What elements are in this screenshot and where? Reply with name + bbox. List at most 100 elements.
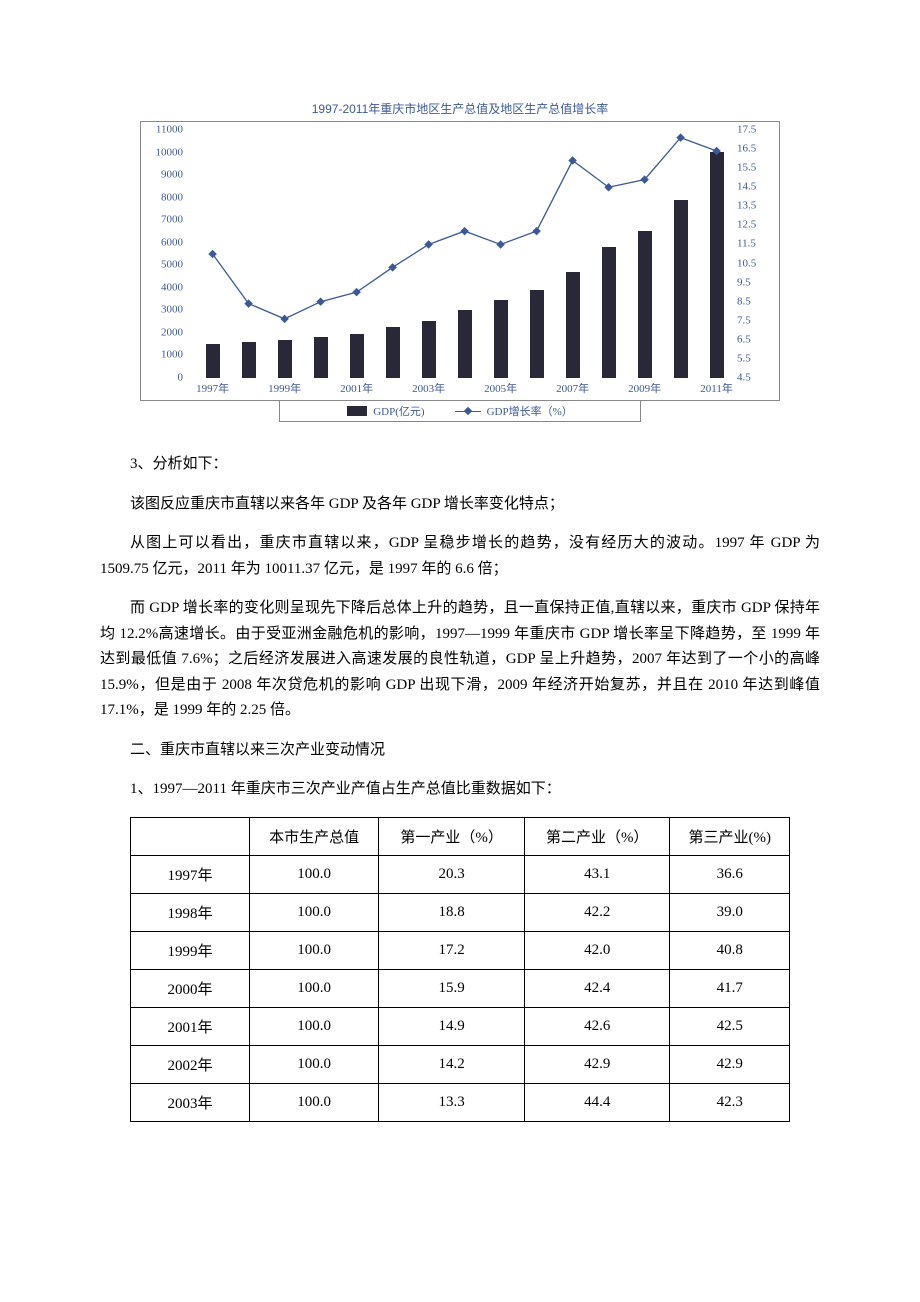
paragraph-3: 3、分析如下：	[100, 452, 820, 478]
table-row: 1997年100.020.343.136.6	[131, 855, 790, 893]
line-swatch-icon	[455, 406, 481, 416]
table-cell: 100.0	[250, 855, 379, 893]
y-right-tick: 14.5	[737, 182, 756, 193]
paragraph-7: 二、重庆市直辖以来三次产业变动情况	[100, 738, 820, 764]
table-header: 本市生产总值	[250, 817, 379, 855]
table-cell: 17.2	[379, 931, 525, 969]
chart-title: 1997-2011年重庆市地区生产总值及地区生产总值增长率	[140, 100, 780, 117]
y-right-tick: 4.5	[737, 373, 751, 384]
table-cell: 100.0	[250, 1045, 379, 1083]
plot-area	[191, 130, 731, 378]
table-cell: 18.8	[379, 893, 525, 931]
y-left-tick: 2000	[161, 327, 183, 338]
table-cell: 15.9	[379, 969, 525, 1007]
table-cell: 42.3	[670, 1083, 790, 1121]
table-cell: 42.9	[670, 1045, 790, 1083]
table-cell: 42.0	[524, 931, 670, 969]
table-cell: 42.5	[670, 1007, 790, 1045]
y-right-tick: 9.5	[737, 277, 751, 288]
legend-label-line: GDP增长率（%）	[487, 403, 573, 419]
y-left-tick: 8000	[161, 192, 183, 203]
industry-table: 本市生产总值 第一产业（%） 第二产业（%） 第三产业(%) 1997年100.…	[130, 817, 790, 1122]
table-cell: 43.1	[524, 855, 670, 893]
table-cell: 1998年	[131, 893, 250, 931]
y-axis-right: 4.55.56.57.58.59.510.511.512.513.514.515…	[733, 130, 779, 378]
table-cell: 42.4	[524, 969, 670, 1007]
table-header: 第三产业(%)	[670, 817, 790, 855]
table-cell: 2000年	[131, 969, 250, 1007]
x-axis: 1997年 1999年 2001年 2003年 2005年 2007年 2009年 2011年	[191, 378, 731, 398]
table-row: 2000年100.015.942.441.7	[131, 969, 790, 1007]
x-tick: 2001年	[340, 380, 373, 396]
y-right-tick: 13.5	[737, 201, 756, 212]
paragraph-8: 1、1997—2011 年重庆市三次产业产值占生产总值比重数据如下：	[100, 777, 820, 803]
legend-item-bar: GDP(亿元)	[347, 403, 424, 419]
table-cell: 100.0	[250, 893, 379, 931]
chart-legend: GDP(亿元) GDP增长率（%）	[279, 401, 641, 422]
paragraph-6: 而 GDP 增长率的变化则呈现先下降后总体上升的趋势，且一直保持正值,直辖以来，…	[100, 596, 820, 724]
bar-swatch-icon	[347, 406, 367, 416]
table-cell: 42.9	[524, 1045, 670, 1083]
table-cell: 14.2	[379, 1045, 525, 1083]
table-cell: 13.3	[379, 1083, 525, 1121]
table-row: 2002年100.014.242.942.9	[131, 1045, 790, 1083]
table-cell: 14.9	[379, 1007, 525, 1045]
y-left-tick: 9000	[161, 170, 183, 181]
x-tick: 2005年	[484, 380, 517, 396]
table-cell: 100.0	[250, 1007, 379, 1045]
table-cell: 42.2	[524, 893, 670, 931]
paragraph-5: 从图上可以看出，重庆市直辖以来，GDP 呈稳步增长的趋势，没有经历大的波动。19…	[100, 531, 820, 582]
table-cell: 100.0	[250, 1083, 379, 1121]
y-right-tick: 7.5	[737, 315, 751, 326]
y-left-tick: 11000	[156, 125, 183, 136]
chart-body: 0 1000 2000 3000 4000 5000 6000 7000 8000 9000 100…	[140, 121, 780, 401]
x-tick: 2009年	[628, 380, 661, 396]
table-header: 第一产业（%）	[379, 817, 525, 855]
y-left-tick: 5000	[161, 260, 183, 271]
x-tick: 1997年	[196, 380, 229, 396]
table-cell: 40.8	[670, 931, 790, 969]
legend-item-line: GDP增长率（%）	[455, 403, 573, 419]
y-right-tick: 8.5	[737, 296, 751, 307]
x-tick: 2011年	[700, 380, 733, 396]
y-axis-left: 0100020003000400050006000700080009000100…	[141, 130, 187, 378]
y-left-tick: 10000	[156, 147, 184, 158]
y-right-tick: 11.5	[737, 239, 756, 250]
y-left-tick: 3000	[161, 305, 183, 316]
table-cell: 1999年	[131, 931, 250, 969]
table-row: 1999年100.017.242.040.8	[131, 931, 790, 969]
table-cell: 100.0	[250, 969, 379, 1007]
table-row: 2001年100.014.942.642.5	[131, 1007, 790, 1045]
y-right-tick: 10.5	[737, 258, 756, 269]
legend-label-bar: GDP(亿元)	[373, 403, 424, 419]
x-tick: 2007年	[556, 380, 589, 396]
y-left-tick: 0	[178, 373, 184, 384]
table-cell: 2003年	[131, 1083, 250, 1121]
y-right-tick: 17.5	[737, 125, 756, 136]
document-page: 1997-2011年重庆市地区生产总值及地区生产总值增长率 0 1000 2000 3…	[0, 0, 920, 1162]
gdp-chart: 1997-2011年重庆市地区生产总值及地区生产总值增长率 0 1000 2000 3…	[140, 100, 780, 422]
y-left-tick: 7000	[161, 215, 183, 226]
table-cell: 44.4	[524, 1083, 670, 1121]
y-left-tick: 6000	[161, 237, 183, 248]
y-right-tick: 5.5	[737, 353, 751, 364]
table-cell: 20.3	[379, 855, 525, 893]
paragraph-4: 该图反应重庆市直辖以来各年 GDP 及各年 GDP 增长率变化特点；	[100, 492, 820, 518]
x-tick: 2003年	[412, 380, 445, 396]
table-cell: 39.0	[670, 893, 790, 931]
table-cell: 100.0	[250, 931, 379, 969]
table-cell: 41.7	[670, 969, 790, 1007]
x-tick: 1999年	[268, 380, 301, 396]
line-series	[191, 130, 731, 378]
table-row: 2003年100.013.344.442.3	[131, 1083, 790, 1121]
y-left-tick: 4000	[161, 282, 183, 293]
table-cell: 2001年	[131, 1007, 250, 1045]
y-left-tick: 1000	[161, 350, 183, 361]
table-header: 第二产业（%）	[524, 817, 670, 855]
table-header-row: 本市生产总值 第一产业（%） 第二产业（%） 第三产业(%)	[131, 817, 790, 855]
table-header	[131, 817, 250, 855]
table-cell: 36.6	[670, 855, 790, 893]
y-right-tick: 12.5	[737, 220, 756, 231]
table-cell: 2002年	[131, 1045, 250, 1083]
y-right-tick: 16.5	[737, 144, 756, 155]
